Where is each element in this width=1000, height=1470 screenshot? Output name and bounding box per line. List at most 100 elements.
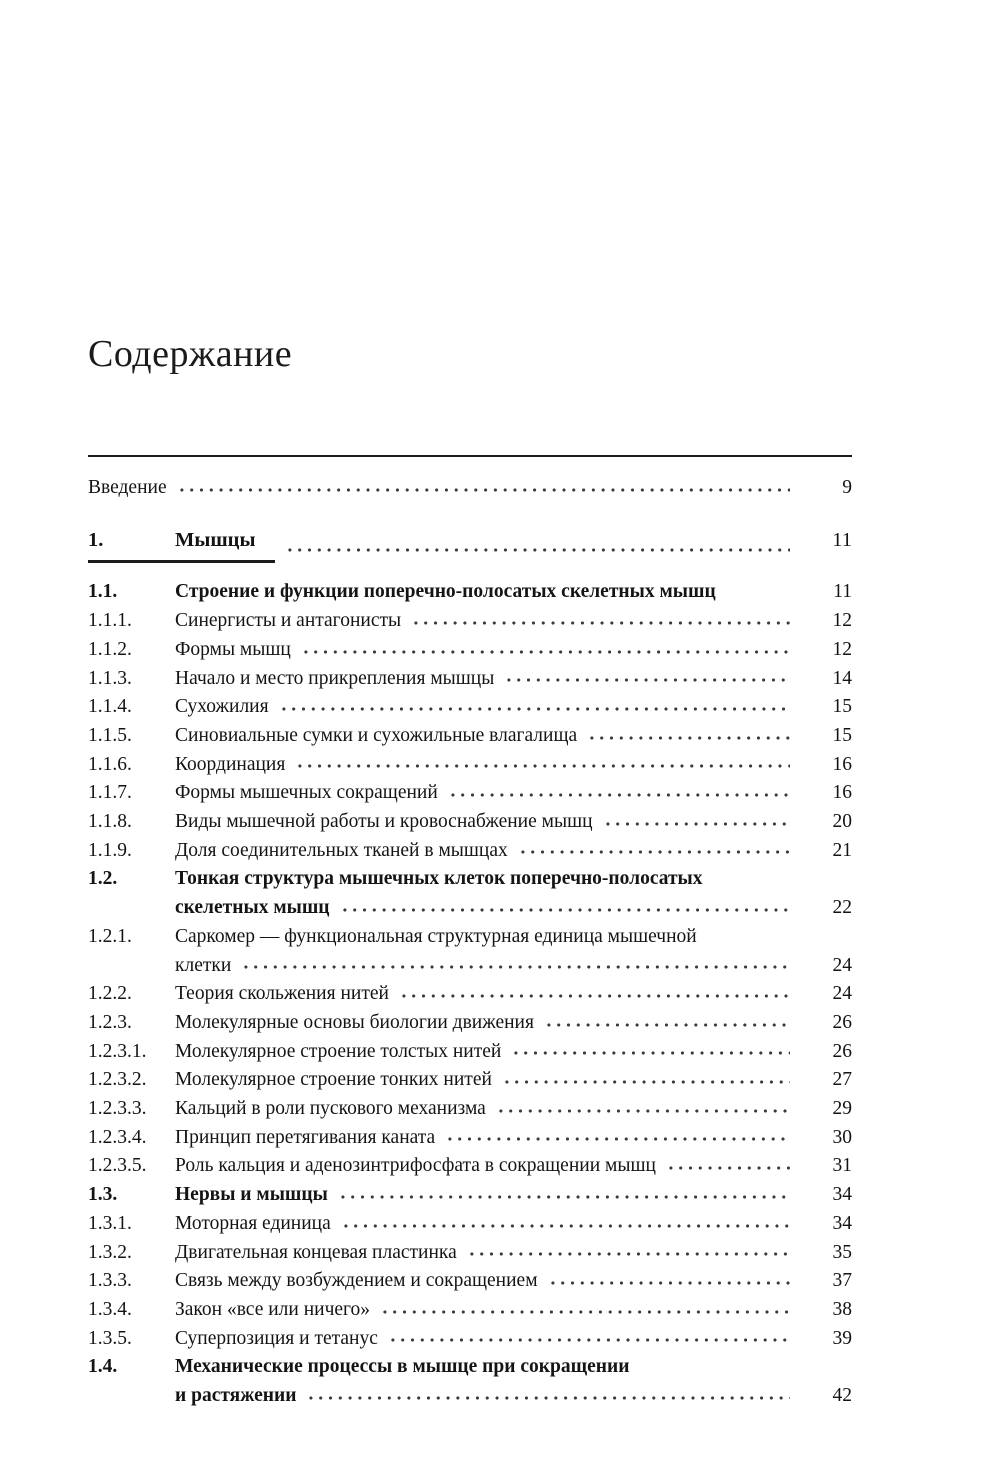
- dot-leader: [587, 733, 790, 742]
- toc-entry-page: 38: [832, 1298, 853, 1320]
- toc-entry-title: Начало и место прикрепления мышцы: [175, 667, 495, 689]
- toc-entry-row: 1.3.2. Двигательная концевая пластинка 35: [88, 1239, 852, 1268]
- dot-leader: [300, 647, 790, 656]
- toc-entry-title: Теория скольжения нитей: [175, 983, 389, 1005]
- toc-entry-row: 1.1.7. Формы мышечных сокращений 16: [88, 779, 852, 808]
- toc-entry-number: 1.3.: [88, 1184, 118, 1206]
- toc-entry-number: 1.2.2.: [88, 983, 132, 1005]
- toc-entry-page: 12: [832, 610, 853, 632]
- dot-leader: [517, 848, 790, 857]
- toc-entry-title: Формы мышечных сокращений: [175, 782, 438, 804]
- toc-entry-row: 1.1.8. Виды мышечной работы и кровоснабже…: [88, 808, 852, 837]
- toc-entry-title: Молекулярное строение тонких нитей: [175, 1069, 492, 1091]
- toc-entry-title: Доля соединительных тканей в мышцах: [175, 839, 508, 861]
- toc-entry-page: 37: [832, 1270, 853, 1292]
- toc-entry-title: Нервы и мышцы: [175, 1184, 328, 1206]
- toc-entry-number: 1.2.3.4.: [88, 1126, 147, 1148]
- toc-entry-row: 1.2.3.5. Роль кальция и аденозинтрифосфат…: [88, 1152, 852, 1181]
- toc-entry-page: 35: [832, 1241, 853, 1263]
- toc-entry-title: Синовиальные сумки и сухожильные влагали…: [175, 724, 578, 746]
- dot-leader: [411, 618, 790, 627]
- toc-entry-title: Молекулярное строение толстых нитей: [175, 1040, 502, 1062]
- toc-entry-page: 34: [832, 1212, 853, 1234]
- toc-entry-row: 1.1.2. Формы мышц 12: [88, 636, 852, 665]
- toc-entry-title: Сухожилия: [175, 696, 269, 718]
- dot-leader: [306, 1393, 790, 1402]
- toc-entry-number: 1.2.3.1.: [88, 1040, 147, 1062]
- toc-entry-title-continuation: клетки: [175, 954, 232, 976]
- dot-leader: [501, 1078, 790, 1087]
- toc-entry-number: 1.2.3.5.: [88, 1155, 147, 1177]
- dot-leader: [278, 704, 790, 713]
- toc-entry-title: Молекулярные основы биологии движения: [175, 1011, 534, 1033]
- toc-entry-title: Саркомер — функциональная структурная ед…: [175, 925, 697, 947]
- toc-entry-title: Двигательная концевая пластинка: [175, 1241, 457, 1263]
- toc-entry-number: 1.4.: [88, 1356, 118, 1378]
- dot-leader: [337, 1192, 790, 1201]
- toc-entry-row: клетки 24: [88, 952, 852, 981]
- toc-entry-title: Принцип перетягивания каната: [175, 1126, 436, 1148]
- toc-entry-page: 29: [832, 1098, 853, 1120]
- toc-entry-row: 1.1.6. Координация 16: [88, 751, 852, 780]
- toc-entry-number: 1.3.5.: [88, 1327, 132, 1349]
- toc-entry-row: 1.1.3. Начало и место прикрепления мышцы 1…: [88, 665, 852, 694]
- toc-entry-page: 12: [832, 638, 853, 660]
- dot-leader: [504, 676, 790, 685]
- page-title: Содержание: [88, 333, 293, 375]
- toc-entry-row: 1.3.4. Закон «все или ничего» 38: [88, 1296, 852, 1325]
- dot-leader: [398, 991, 790, 1000]
- toc-entry-title: Кальций в роли пускового механизма: [175, 1098, 486, 1120]
- toc-entry-number: 1.1.5.: [88, 724, 132, 746]
- toc-entry-number: 1.1.2.: [88, 638, 132, 660]
- toc-entry-title: Моторная единица: [175, 1212, 331, 1234]
- toc-entry-row: 1.3.5. Суперпозиция и тетанус 39: [88, 1325, 852, 1354]
- toc-entry-row: 1.2.3.3. Кальций в роли пускового механиз…: [88, 1095, 852, 1124]
- toc-entry-number: 1.2.1.: [88, 925, 132, 947]
- toc-entry-page: 21: [832, 839, 853, 861]
- toc-entry-row: и растяжении 42: [88, 1382, 852, 1411]
- toc-entry-row: 1.2. Тонкая структура мышечных клеток поп…: [88, 865, 852, 894]
- toc-entry-number: 1.2.3.: [88, 1011, 132, 1033]
- toc-entry-page: 9: [842, 477, 852, 498]
- dot-leader: [495, 1106, 790, 1115]
- toc-entry-title-continuation: и растяжении: [175, 1385, 297, 1407]
- toc-entry-row: 1.3.3. Связь между возбуждением и сокраще…: [88, 1267, 852, 1296]
- toc-entry-page: 15: [832, 724, 853, 746]
- toc-entry-number: 1.3.2.: [88, 1241, 132, 1263]
- toc-entry-title: Синергисты и антагонисты: [175, 610, 402, 632]
- toc-entry-row: 1.2.2. Теория скольжения нитей 24: [88, 980, 852, 1009]
- toc-entry-row: 1.2.3.1. Молекулярное строение толстых ни…: [88, 1038, 852, 1067]
- toc-entry-page: 22: [832, 897, 853, 919]
- toc-entry-page: 20: [832, 811, 853, 833]
- toc-entry-number: 1.3.4.: [88, 1298, 132, 1320]
- toc-entry-number: 1.3.3.: [88, 1270, 132, 1292]
- toc-entry-page: 27: [832, 1069, 853, 1091]
- toc-entry-number: 1.1.9.: [88, 839, 132, 861]
- toc-entry-row: 1.1.4. Сухожилия 15: [88, 693, 852, 722]
- dot-leader: [339, 905, 790, 914]
- horizontal-rule: [88, 455, 852, 457]
- dot-leader: [726, 590, 790, 598]
- toc-entry-title: Виды мышечной работы и кровоснабжение мы…: [175, 811, 593, 833]
- dot-leader: [665, 1164, 790, 1173]
- toc-entries: 1. Мышцы 11 1.1. Строение и функции поперечн…: [88, 526, 852, 1411]
- toc-entry-title: Строение и функции поперечно-полосатых с…: [175, 581, 716, 603]
- dot-leader: [340, 1221, 790, 1230]
- toc-entry-title: Закон «все или ничего»: [175, 1298, 371, 1320]
- dot-leader: [445, 1135, 790, 1144]
- toc-entry-page: 30: [832, 1126, 853, 1148]
- toc-entry-row: 1.4. Механические процессы в мышце при со…: [88, 1353, 852, 1382]
- toc-entry-page: 16: [832, 753, 853, 775]
- toc-entry-row: 1.3. Нервы и мышцы 34: [88, 1181, 852, 1210]
- dot-leader: [447, 791, 790, 800]
- toc-entry-page: 24: [832, 954, 853, 976]
- toc-entry-number: 1.3.1.: [88, 1212, 132, 1234]
- toc-entry-title: Роль кальция и аденозинтрифосфата в сокр…: [175, 1155, 656, 1177]
- toc-entry-page: 31: [832, 1155, 853, 1177]
- toc-entry-title: Формы мышц: [175, 638, 291, 660]
- toc-entry-row: Введение 9: [88, 474, 852, 503]
- toc-entry-number: 1.1.6.: [88, 753, 132, 775]
- toc-entry-row: 1.1. Строение и функции поперечно-полосат…: [88, 578, 852, 607]
- dot-leader: [511, 1049, 790, 1058]
